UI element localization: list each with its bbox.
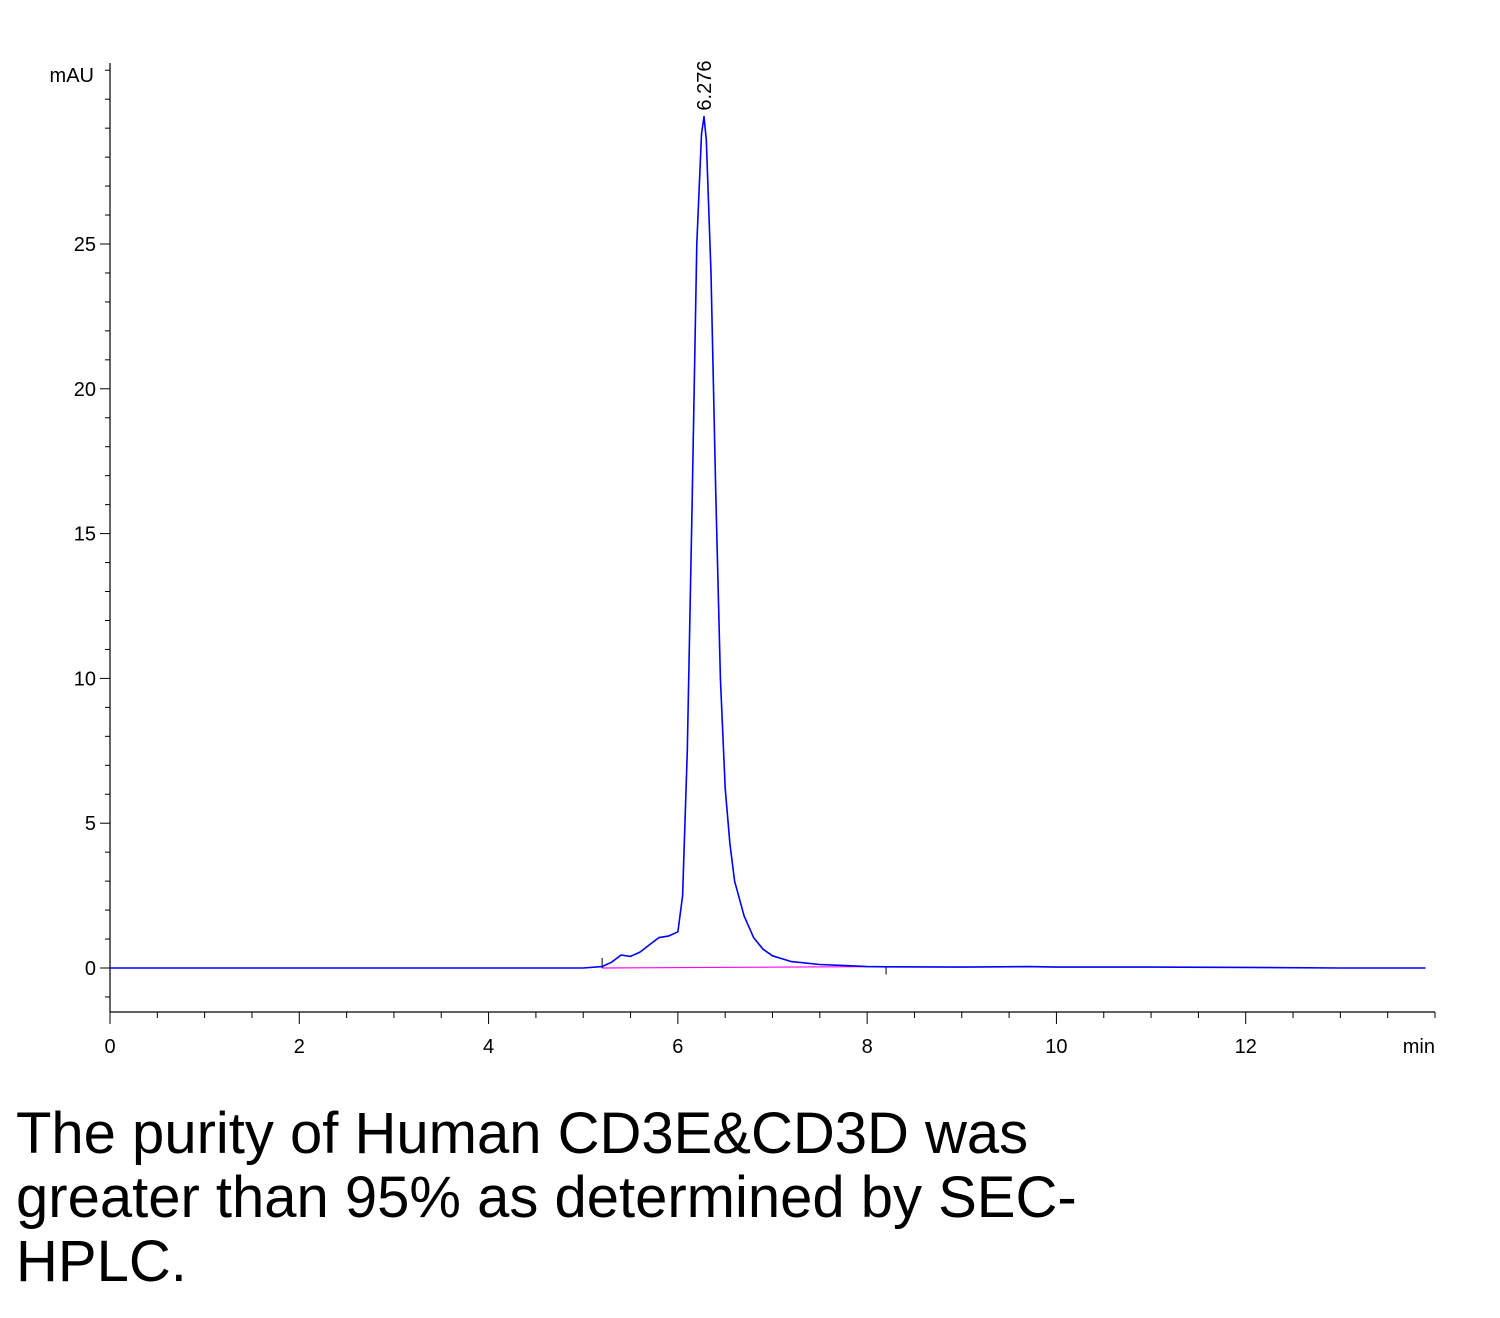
y-axis-unit-label: mAU (50, 65, 94, 87)
caption-text: The purity of Human CD3E&CD3D was greate… (16, 1101, 1077, 1294)
axes (109, 63, 1435, 1013)
tick-marks (100, 69, 1436, 1024)
y-tick-label: 20 (74, 379, 96, 401)
x-tick-label: 12 (1235, 1036, 1257, 1058)
chromatogram-trace (110, 115, 1426, 969)
tick-labels: 0 5 10 15 20 25 0 2 4 6 8 10 12 (74, 234, 1257, 1058)
chromatogram-chart: 0 5 10 15 20 25 0 2 4 6 8 10 12 mAU min 6.276 (50, 61, 1436, 1058)
y-tick-label: 0 (85, 958, 96, 980)
x-tick-label: 4 (483, 1036, 494, 1058)
x-tick-label: 0 (104, 1036, 115, 1058)
integration-baseline (602, 965, 887, 969)
y-tick-label: 25 (74, 234, 96, 256)
x-tick-label: 8 (862, 1036, 873, 1058)
y-tick-label: 15 (74, 524, 96, 546)
x-tick-label: 2 (294, 1036, 305, 1058)
peak-retention-label: 6.276 (694, 61, 716, 111)
plot-area (110, 115, 1426, 975)
x-axis-unit-label: min (1403, 1036, 1435, 1058)
x-tick-label: 6 (672, 1036, 683, 1058)
y-tick-label: 5 (85, 813, 96, 835)
y-tick-label: 10 (74, 668, 96, 690)
x-tick-label: 10 (1045, 1036, 1067, 1058)
